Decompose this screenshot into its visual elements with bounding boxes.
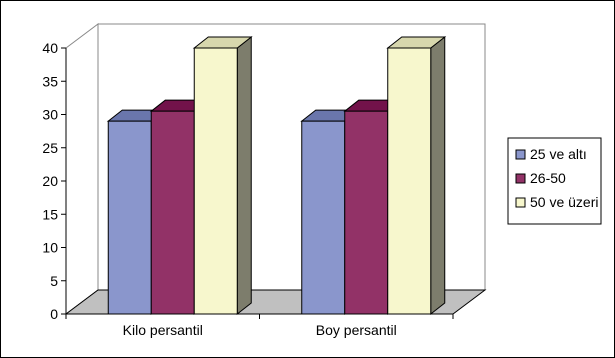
bar-side	[430, 35, 446, 316]
y-tick-label: 35	[42, 73, 58, 89]
legend-label: 25 ve altı	[530, 146, 587, 162]
y-tick-label: 15	[42, 206, 58, 222]
y-tick-label: 25	[42, 140, 58, 156]
bar	[107, 120, 152, 315]
y-tick-label: 20	[42, 173, 58, 189]
legend-swatch	[515, 197, 526, 208]
legend-swatch	[515, 149, 526, 160]
side-wall	[65, 23, 99, 315]
bar	[150, 110, 195, 315]
y-tick-label: 10	[42, 240, 58, 256]
x-category-label: Kilo persantil	[123, 322, 203, 338]
legend: 25 ve altı 26-50 50 ve üzeri	[507, 137, 602, 225]
y-tick-label: 30	[42, 107, 58, 123]
legend-swatch	[515, 173, 526, 184]
bar	[193, 47, 238, 315]
y-tick-label: 5	[50, 273, 58, 289]
bar	[344, 110, 389, 315]
bar	[301, 120, 346, 315]
y-tick-label: 40	[42, 40, 58, 56]
bars	[106, 35, 447, 316]
bar	[387, 47, 432, 315]
bar-side	[236, 35, 252, 316]
x-axis: Kilo persantil Boy persantil	[65, 313, 454, 338]
x-category-label: Boy persantil	[316, 322, 397, 338]
legend-label: 26-50	[530, 170, 566, 186]
y-tick-label: 0	[50, 306, 58, 322]
y-axis: 0 5 10 15 20 25 30 35 40	[42, 40, 67, 322]
legend-label: 50 ve üzeri	[530, 194, 598, 210]
